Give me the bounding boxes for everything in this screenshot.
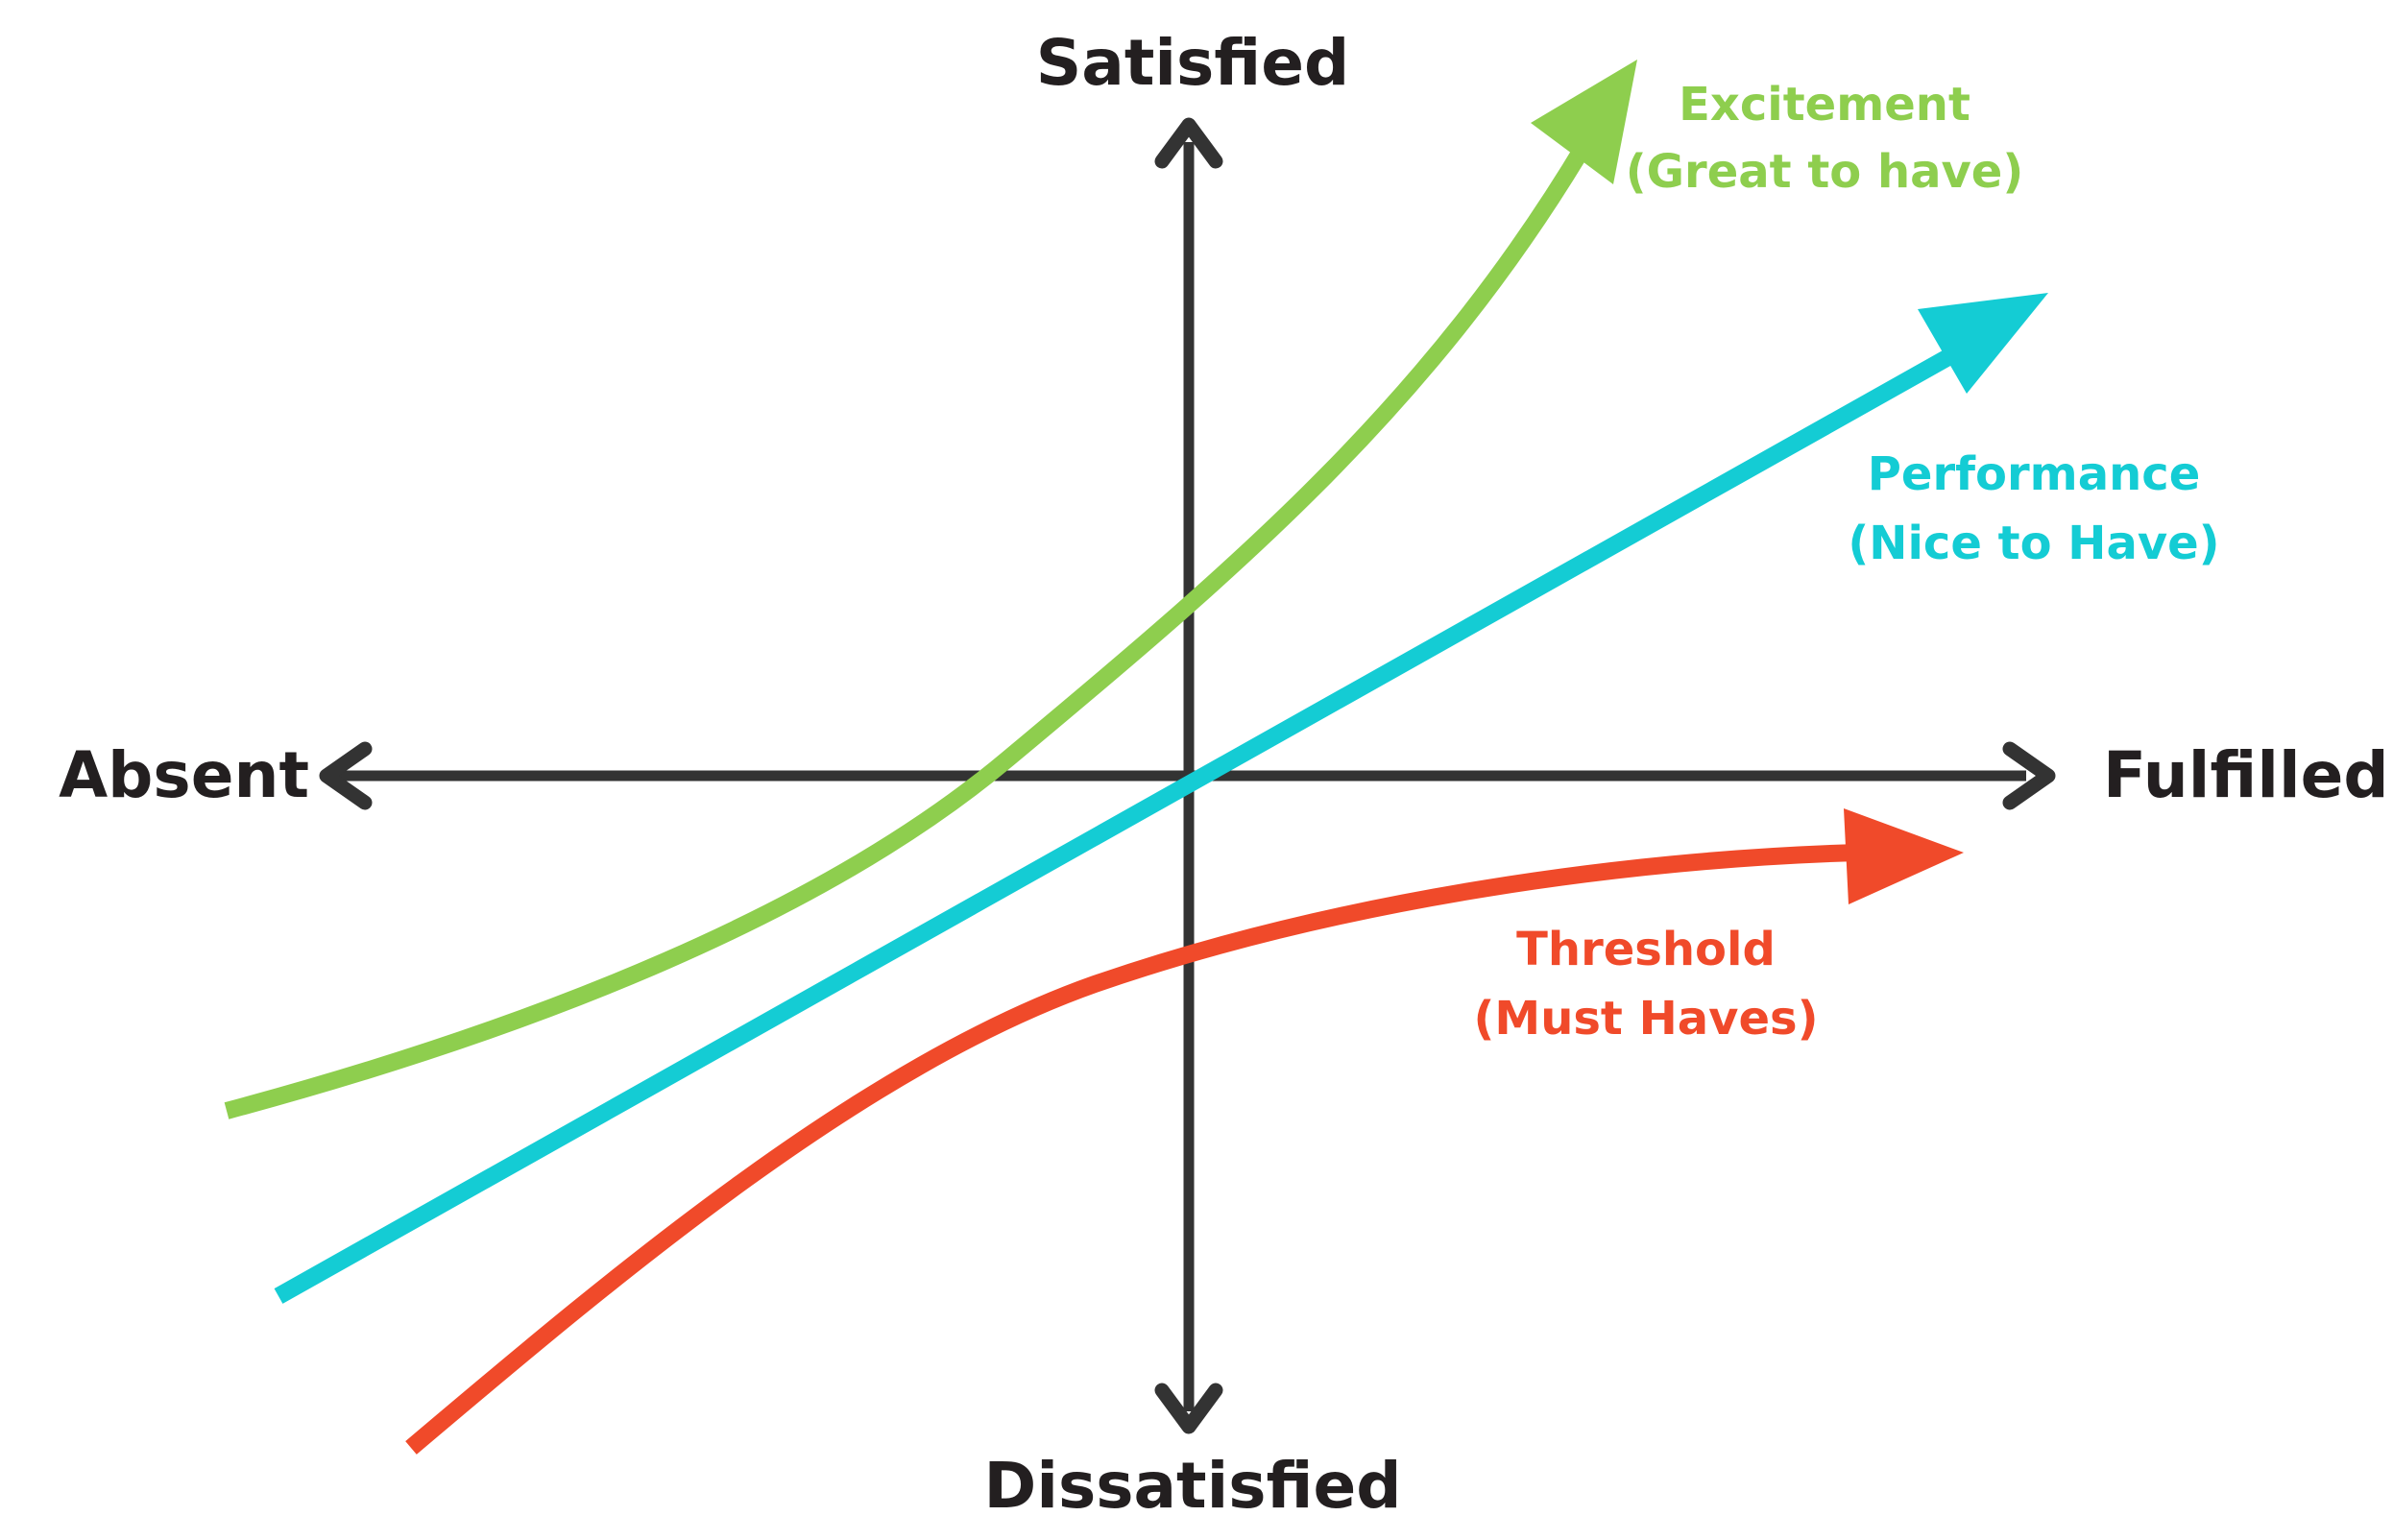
absent-arrowhead <box>319 741 373 810</box>
dissatisfied-arrowhead <box>1154 1383 1223 1434</box>
performance-arrowhead <box>1918 293 2048 394</box>
performance-curve-line <box>274 328 1991 1304</box>
excitement-arrowhead <box>1531 60 1637 184</box>
excitement-curve <box>224 60 1637 1119</box>
threshold-arrowhead <box>1844 808 1964 904</box>
dissatisfied-label: Dissatisfied <box>984 1449 1402 1523</box>
excitement-label-line1: Excitement <box>1679 78 1970 132</box>
threshold-curve <box>405 808 1964 1455</box>
satisfied-arrowhead <box>1154 117 1223 169</box>
performance-label-line1: Performance <box>1868 447 2201 501</box>
threshold-label-line2: (Must Haves) <box>1473 992 1818 1046</box>
performance-label-line2: (Nice to Have) <box>1848 517 2219 570</box>
satisfied-label: Satisfied <box>1036 26 1349 100</box>
horizontal-axis <box>319 741 2056 810</box>
performance-curve <box>274 293 2048 1304</box>
fulfilled-arrowhead <box>2002 741 2056 810</box>
threshold-label-line1: Threshold <box>1516 923 1776 976</box>
absent-label: Absent <box>59 738 309 812</box>
excitement-label-line2: (Great to have) <box>1626 145 2024 199</box>
threshold-curve-line <box>405 844 1859 1455</box>
excitement-curve-line <box>224 137 1594 1119</box>
fulfilled-label: Fulfilled <box>2103 738 2389 812</box>
